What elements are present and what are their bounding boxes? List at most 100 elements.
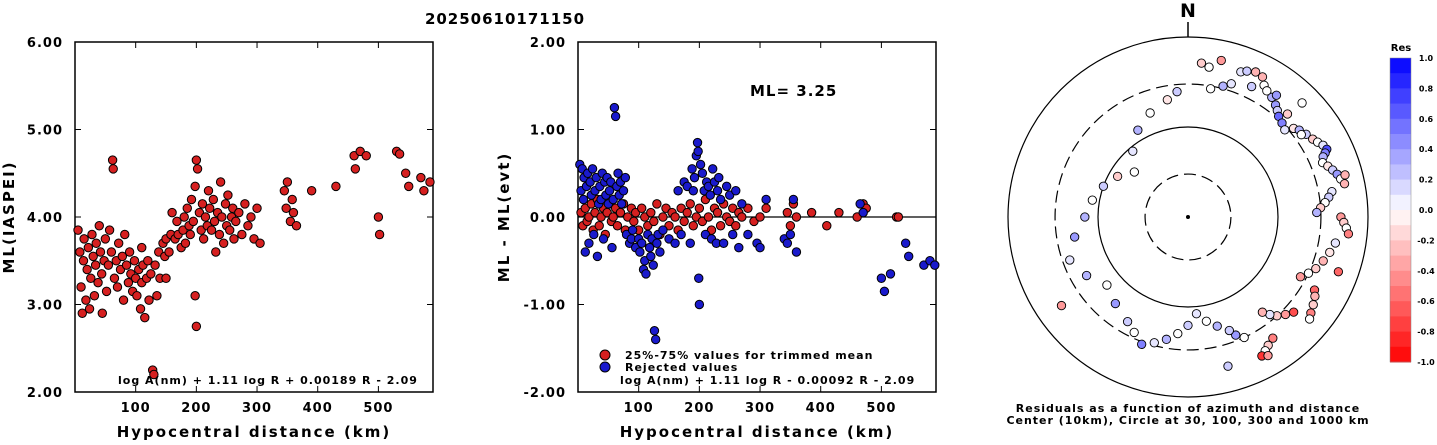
data-point xyxy=(394,149,405,159)
legend-label-trimmed: 25%-75% values for trimmed mean xyxy=(625,349,873,362)
data-point xyxy=(673,186,683,196)
caption-line-1: Residuals as a function of azimuth and d… xyxy=(1016,402,1360,415)
station-point xyxy=(1087,195,1097,205)
data-point xyxy=(822,221,832,231)
data-point xyxy=(682,207,692,218)
data-point xyxy=(186,194,197,205)
y-axis-label: ML(IASPEI) xyxy=(0,160,18,273)
data-point xyxy=(652,199,662,209)
data-point xyxy=(782,207,793,218)
data-point xyxy=(75,247,85,257)
y-ticks: 2.00 3.00 4.00 5.00 6.00 xyxy=(27,36,433,401)
data-point xyxy=(225,225,235,235)
data-point xyxy=(246,212,256,222)
data-point xyxy=(687,164,697,174)
station-point xyxy=(1204,62,1214,72)
data-point xyxy=(350,164,361,174)
data-point xyxy=(615,207,626,218)
station-point xyxy=(1340,170,1350,180)
data-point xyxy=(641,269,651,279)
station-point xyxy=(1325,247,1335,257)
station-point xyxy=(1295,272,1306,282)
data-point xyxy=(718,238,729,248)
data-point xyxy=(578,194,589,205)
data-point xyxy=(124,247,135,257)
colorbar-cell xyxy=(1390,240,1411,257)
data-point xyxy=(361,151,371,161)
data-point xyxy=(109,273,120,283)
y-tick-label: 6.00 xyxy=(27,36,63,51)
data-point xyxy=(79,234,89,244)
data-point xyxy=(930,260,940,270)
data-point xyxy=(89,291,100,301)
data-point xyxy=(104,225,115,235)
colorbar-tick-label: 0.6 xyxy=(1419,115,1434,124)
data-point xyxy=(129,256,140,266)
data-point xyxy=(425,177,435,187)
station-point xyxy=(1145,108,1155,118)
data-point xyxy=(188,216,199,227)
data-point xyxy=(618,186,629,196)
data-point xyxy=(734,242,744,253)
data-point xyxy=(404,181,414,192)
data-point xyxy=(146,269,156,279)
data-point xyxy=(252,203,262,213)
data-point xyxy=(893,212,904,222)
station-point xyxy=(1196,58,1207,68)
data-point xyxy=(855,199,865,209)
data-point xyxy=(113,238,124,248)
data-point xyxy=(203,186,214,196)
station-point xyxy=(1098,181,1109,191)
colorbar-cell xyxy=(1390,179,1411,196)
data-point xyxy=(208,194,219,205)
data-point xyxy=(693,146,703,157)
data-point xyxy=(598,234,609,244)
data-point xyxy=(834,207,844,218)
station-point xyxy=(1297,98,1307,108)
data-point xyxy=(620,172,631,183)
y-tick-label: 2.00 xyxy=(530,36,566,51)
data-point xyxy=(755,242,765,253)
data-point xyxy=(192,164,203,174)
points xyxy=(73,146,435,380)
station-point xyxy=(1226,79,1236,89)
data-point xyxy=(90,260,101,270)
data-point xyxy=(209,216,220,227)
station-point xyxy=(1173,328,1183,339)
x-tick-label: 400 xyxy=(806,401,836,416)
colorbar-title: Res xyxy=(1391,43,1411,54)
station-point xyxy=(1303,268,1314,278)
colorbar-cells xyxy=(1389,57,1412,363)
station-point xyxy=(1268,333,1278,343)
data-point xyxy=(652,238,662,248)
formula-text: log A(nm) + 1.11 log R - 0.00092 R - 2.0… xyxy=(620,374,915,387)
data-point xyxy=(743,229,753,240)
data-point xyxy=(416,172,426,183)
data-point xyxy=(676,229,686,240)
data-point xyxy=(107,155,118,165)
y-tick-label: 1.00 xyxy=(530,124,566,139)
station-point xyxy=(1056,300,1067,311)
station-point xyxy=(1289,307,1299,317)
data-point xyxy=(117,251,128,262)
data-point xyxy=(703,212,714,222)
data-point xyxy=(791,212,802,222)
data-point xyxy=(161,273,171,283)
data-point xyxy=(217,212,227,222)
y-tick-label: -1.00 xyxy=(524,299,566,314)
data-point xyxy=(731,221,741,231)
y-axis-label: ML - ML(evt) xyxy=(495,152,513,282)
data-point xyxy=(648,260,658,270)
colorbar-tick-label: 0.0 xyxy=(1419,206,1434,215)
data-point xyxy=(755,212,765,222)
colorbar-tick-label: -0.6 xyxy=(1417,297,1435,306)
data-point xyxy=(218,238,229,248)
data-point xyxy=(143,256,153,266)
data-point xyxy=(646,207,656,218)
data-point xyxy=(172,216,182,227)
station-point xyxy=(1137,339,1147,349)
data-point xyxy=(646,251,656,262)
data-point xyxy=(180,238,191,248)
data-point xyxy=(83,242,94,253)
station-point xyxy=(1224,325,1234,336)
